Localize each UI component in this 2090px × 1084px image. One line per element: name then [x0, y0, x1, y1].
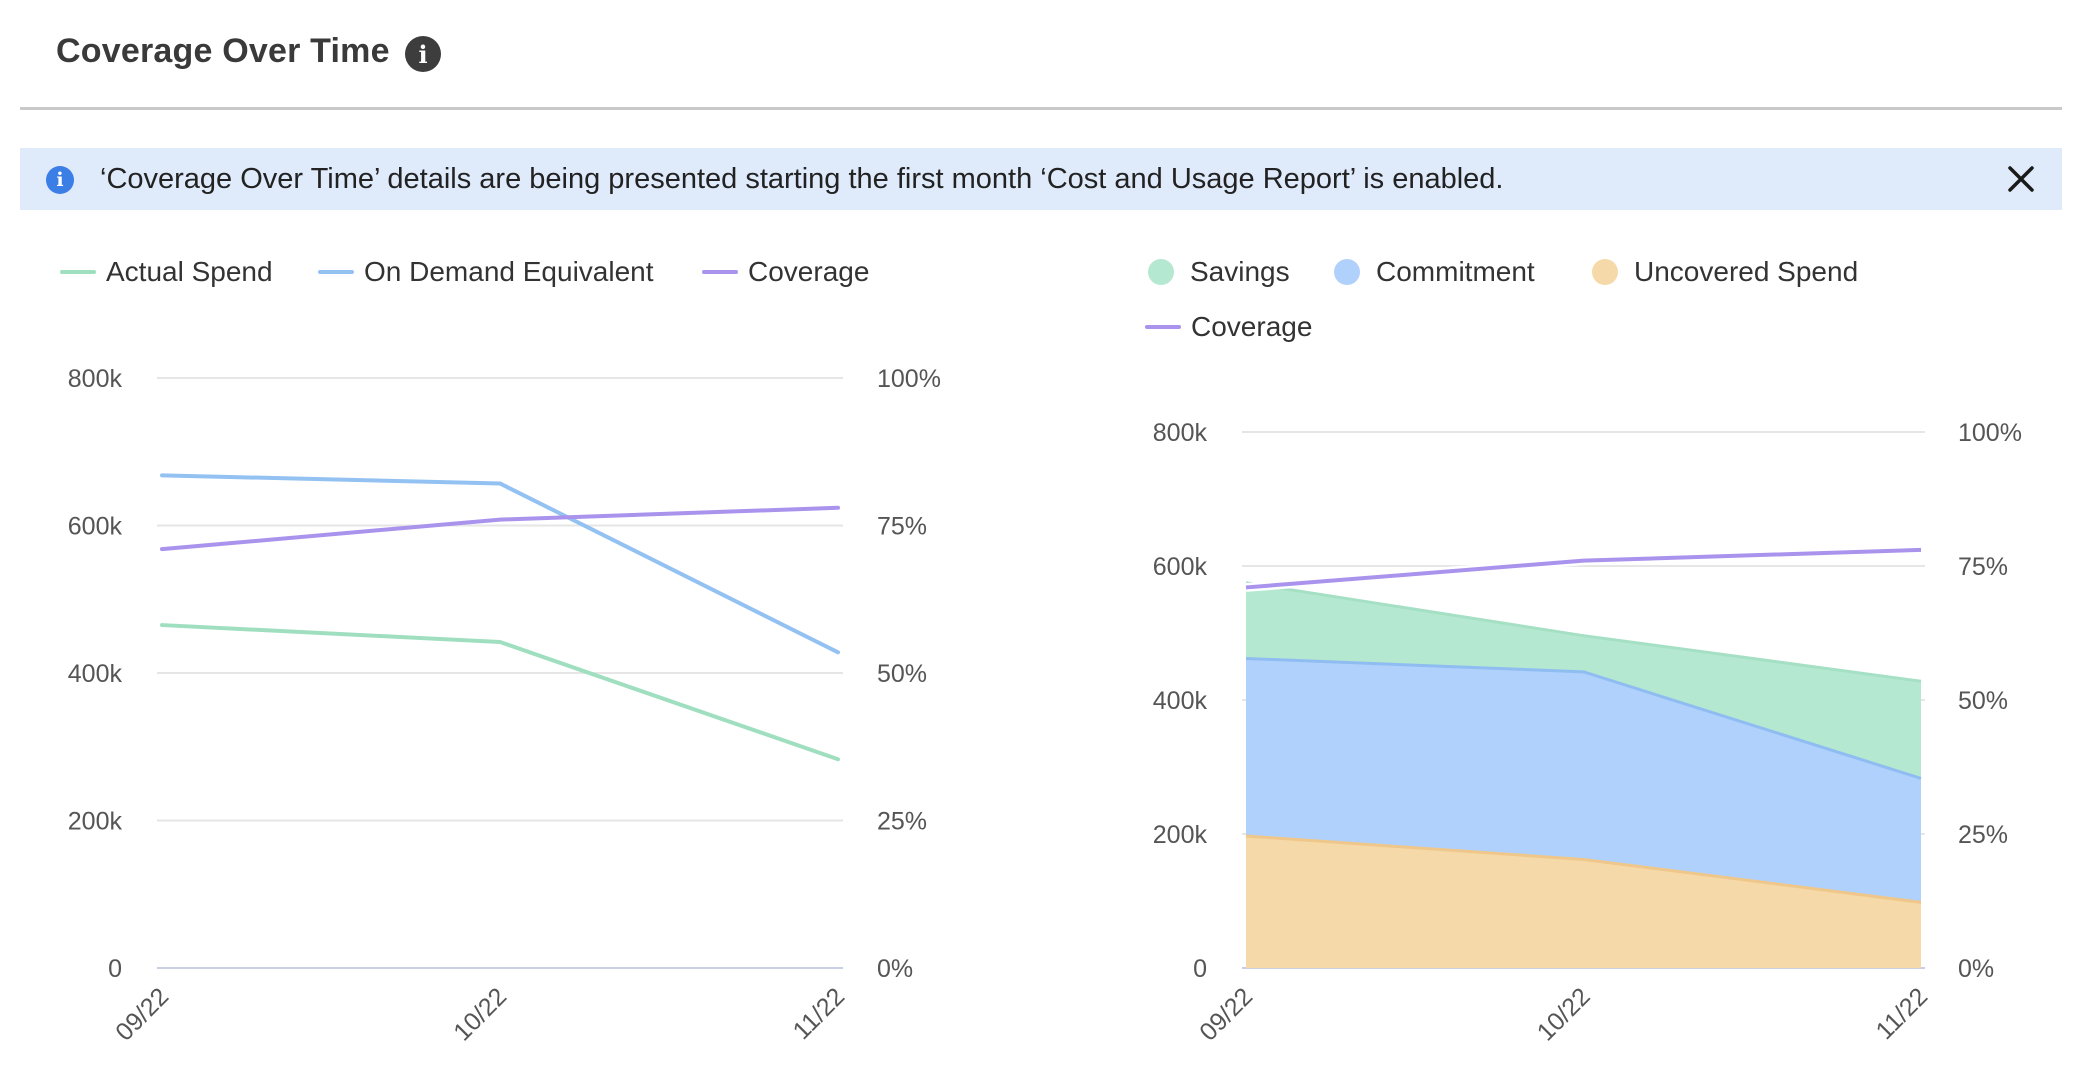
y-left-tick-label: 600k: [68, 513, 123, 541]
legend-label: Commitment: [1376, 256, 1535, 287]
legend-label: Coverage: [748, 256, 870, 287]
legend-swatch: [1148, 259, 1174, 285]
y-right-tick-label: 50%: [877, 660, 927, 688]
legend-swatch: [60, 270, 96, 274]
series-line-on-demand-equivalent: [160, 473, 840, 655]
legend-actual-spend[interactable]: Actual Spend: [60, 255, 273, 289]
x-tick-label: 09/22: [1194, 982, 1258, 1046]
y-right-tick-label: 75%: [877, 513, 927, 541]
stacked-area-chart: 0 200k 400k 600k 800k 0% 25% 50% 75% 100% 09/22 10/…: [1153, 419, 2022, 1046]
y-right-tick-label: 25%: [877, 808, 927, 836]
series-uncovered-spend-edge: [1245, 834, 1922, 904]
y-left-tick-label: 0: [1193, 955, 1207, 983]
legend-coverage[interactable]: Coverage: [702, 255, 869, 289]
legend-uncovered-spend[interactable]: Uncovered Spend: [1592, 255, 1858, 289]
series-savings-area: [1246, 582, 1921, 779]
y-left-tick-label: 200k: [1153, 821, 1208, 849]
series-line-coverage: [160, 505, 840, 552]
legend-swatch: [318, 270, 354, 274]
series-commitment-edge: [1245, 656, 1922, 780]
legend-commitment[interactable]: Commitment: [1334, 255, 1535, 289]
legend-swatch: [702, 270, 738, 274]
y-right-tick-label: 50%: [1958, 687, 2008, 715]
y-left-tick-label: 600k: [1153, 553, 1208, 581]
y-left-tick-label: 400k: [1153, 687, 1208, 715]
legend-label: On Demand Equivalent: [364, 256, 654, 287]
legend-label: Actual Spend: [106, 256, 273, 287]
page-title: Coverage Over Time: [56, 32, 390, 70]
info-icon: i: [46, 166, 74, 194]
x-tick-label: 10/22: [1532, 982, 1596, 1046]
info-banner: i ‘Coverage Over Time’ details are being…: [20, 148, 2062, 210]
legend-savings[interactable]: Savings: [1148, 255, 1290, 289]
close-icon[interactable]: [2004, 162, 2038, 196]
series-savings-edge: [1245, 581, 1922, 683]
y-left-tick-label: 400k: [68, 660, 123, 688]
legend-coverage[interactable]: Coverage: [1145, 310, 1312, 344]
line-chart: 0 200k 400k 600k 800k 0% 25% 50% 75% 100% 09/22 10/…: [68, 365, 941, 1046]
info-icon[interactable]: i: [405, 36, 441, 72]
panel-header: Coverage Over Time i: [20, 0, 2062, 110]
y-right-tick-label: 25%: [1958, 821, 2008, 849]
x-tick-label: 11/22: [788, 982, 851, 1045]
legend-label: Savings: [1190, 256, 1290, 287]
legend-swatch: [1145, 325, 1181, 329]
legend-swatch: [1592, 259, 1618, 285]
y-right-tick-label: 100%: [1958, 419, 2022, 447]
y-right-tick-label: 0%: [877, 955, 913, 983]
x-tick-label: 09/22: [110, 982, 174, 1046]
legend-swatch: [1334, 259, 1360, 285]
x-tick-label: 11/22: [1871, 982, 1934, 1045]
banner-message: ‘Coverage Over Time’ details are being p…: [100, 163, 1504, 195]
series-commitment-area: [1246, 658, 1921, 903]
y-right-tick-label: 0%: [1958, 955, 1994, 983]
legend-label: Coverage: [1191, 311, 1313, 342]
y-right-tick-label: 75%: [1958, 553, 2008, 581]
y-left-tick-label: 200k: [68, 808, 123, 836]
x-tick-label: 10/22: [448, 982, 512, 1046]
y-right-tick-label: 100%: [877, 365, 941, 393]
series-line-actual-spend: [160, 623, 840, 762]
legend-label: Uncovered Spend: [1634, 256, 1859, 287]
y-left-tick-label: 800k: [1153, 419, 1208, 447]
series-line-coverage: [1245, 547, 1922, 590]
series-coverage-halo: [1245, 545, 1922, 592]
series-uncovered-spend-area: [1246, 836, 1921, 968]
y-left-tick-label: 800k: [68, 365, 123, 393]
legend-on-demand-equivalent[interactable]: On Demand Equivalent: [318, 255, 654, 289]
y-left-tick-label: 0: [108, 955, 122, 983]
